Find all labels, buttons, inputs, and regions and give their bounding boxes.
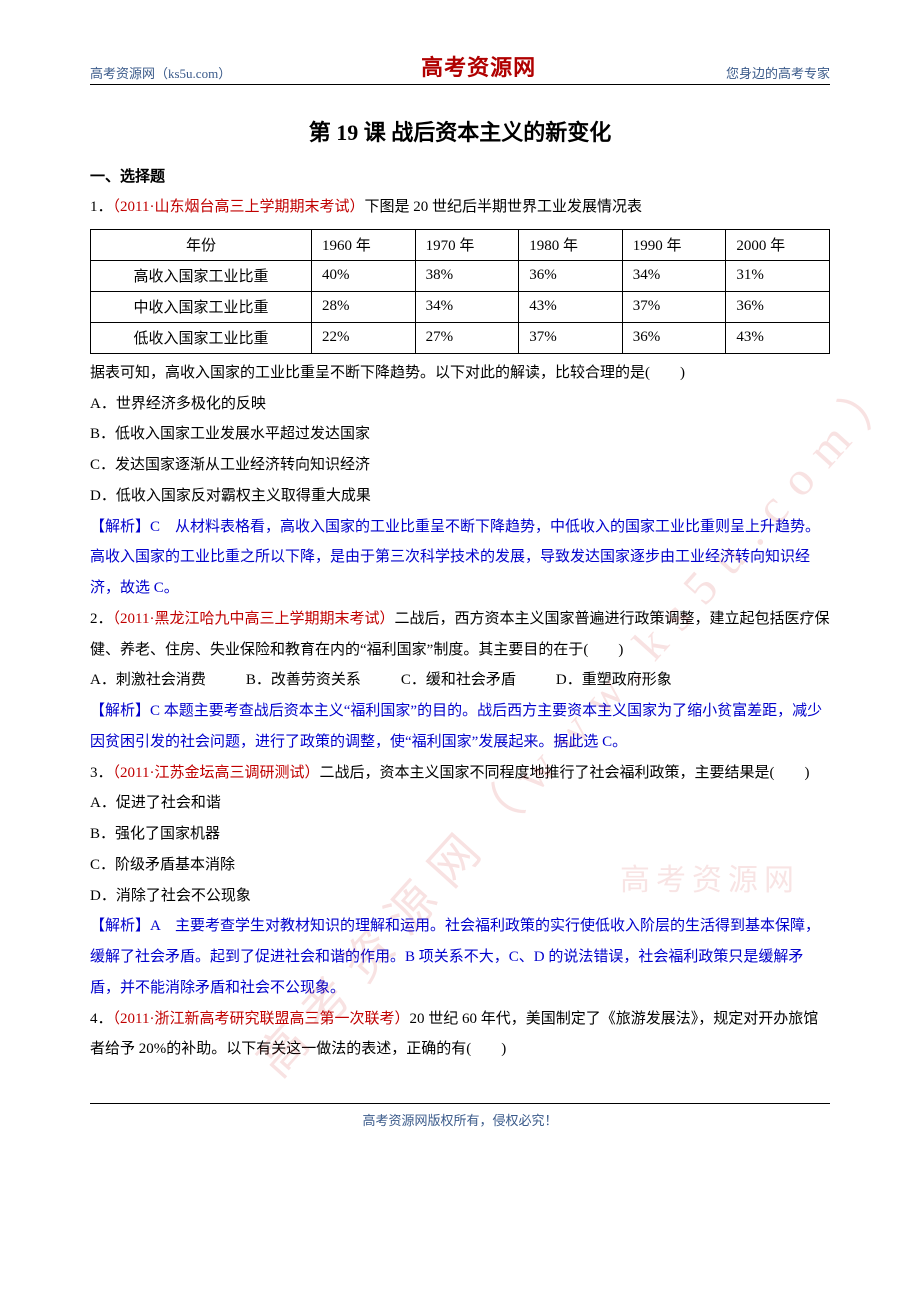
page-footer: 高考资源网版权所有，侵权必究！ [90, 1103, 830, 1129]
q2-option-d: D．重塑政府形象 [556, 665, 672, 696]
q4-source: （2011·浙江新高考研究联盟高三第一次联考） [113, 1011, 410, 1027]
q2-option-c: C．缓和社会矛盾 [401, 665, 516, 696]
q2-source: （2011·黑龙江哈九中高三上学期期末考试） [113, 611, 395, 627]
table-cell: 36% [726, 291, 830, 322]
q3-stem: 二战后，资本主义国家不同程度地推行了社会福利政策，主要结果是( ) [319, 765, 809, 781]
table-cell: 22% [312, 322, 416, 353]
table-cell: 1990 年 [622, 229, 726, 260]
q1-stem: 下图是 20 世纪后半期世界工业发展情况表 [364, 199, 642, 215]
q1-option-a: A．世界经济多极化的反映 [90, 389, 830, 420]
q1-table: 年份 1960 年 1970 年 1980 年 1990 年 2000 年 高收… [90, 229, 830, 354]
table-cell: 低收入国家工业比重 [91, 322, 312, 353]
table-cell: 37% [622, 291, 726, 322]
table-cell: 27% [415, 322, 519, 353]
table-cell: 年份 [91, 229, 312, 260]
q2-options: A．刺激社会消费 B．改善劳资关系 C．缓和社会矛盾 D．重塑政府形象 [90, 665, 830, 696]
q1-option-b: B．低收入国家工业发展水平超过发达国家 [90, 419, 830, 450]
q3-number: 3． [90, 765, 113, 781]
table-cell: 38% [415, 260, 519, 291]
q4-number: 4． [90, 1011, 113, 1027]
q3-option-d: D．消除了社会不公现象 [90, 881, 830, 912]
q2-option-a: A．刺激社会消费 [90, 665, 206, 696]
question-3: 3．（2011·江苏金坛高三调研测试）二战后，资本主义国家不同程度地推行了社会福… [90, 758, 830, 789]
q1-option-c: C．发达国家逐渐从工业经济转向知识经济 [90, 450, 830, 481]
q1-post-table: 据表可知，高收入国家的工业比重呈不断下降趋势。以下对此的解读，比较合理的是( ) [90, 358, 830, 389]
table-cell: 36% [622, 322, 726, 353]
question-2: 2．（2011·黑龙江哈九中高三上学期期末考试）二战后，西方资本主义国家普遍进行… [90, 604, 830, 666]
table-cell: 1960 年 [312, 229, 416, 260]
table-row: 年份 1960 年 1970 年 1980 年 1990 年 2000 年 [91, 229, 830, 260]
table-cell: 中收入国家工业比重 [91, 291, 312, 322]
table-cell: 1970 年 [415, 229, 519, 260]
table-cell: 1980 年 [519, 229, 623, 260]
table-cell: 高收入国家工业比重 [91, 260, 312, 291]
q2-explanation: 【解析】C 本题主要考查战后资本主义“福利国家”的目的。战后西方主要资本主义国家… [90, 696, 830, 758]
q3-option-c: C．阶级矛盾基本消除 [90, 850, 830, 881]
page: 高考资源网（www.ks5u.com） 高考资源网 高考资源网（ks5u.com… [0, 0, 920, 1169]
q3-explanation: 【解析】A 主要考查学生对教材知识的理解和运用。社会福利政策的实行使低收入阶层的… [90, 911, 830, 1003]
table-cell: 40% [312, 260, 416, 291]
header-left: 高考资源网（ks5u.com） [90, 63, 231, 82]
q3-option-a: A．促进了社会和谐 [90, 788, 830, 819]
table-cell: 34% [622, 260, 726, 291]
q2-option-b: B．改善劳资关系 [246, 665, 361, 696]
q2-number: 2． [90, 611, 113, 627]
q1-number: 1． [90, 199, 113, 215]
table-row: 高收入国家工业比重 40% 38% 36% 34% 31% [91, 260, 830, 291]
q1-explanation: 【解析】C 从材料表格看，高收入国家的工业比重呈不断下降趋势，中低收入的国家工业… [90, 512, 830, 604]
table-cell: 43% [519, 291, 623, 322]
table-cell: 36% [519, 260, 623, 291]
lesson-title: 第 19 课 战后资本主义的新变化 [90, 115, 830, 147]
q1-source: （2011·山东烟台高三上学期期末考试） [113, 199, 365, 215]
table-row: 中收入国家工业比重 28% 34% 43% 37% 36% [91, 291, 830, 322]
table-cell: 37% [519, 322, 623, 353]
page-header: 高考资源网（ks5u.com） 高考资源网 您身边的高考专家 [90, 50, 830, 85]
table-cell: 28% [312, 291, 416, 322]
q3-option-b: B．强化了国家机器 [90, 819, 830, 850]
question-4: 4．（2011·浙江新高考研究联盟高三第一次联考）20 世纪 60 年代，美国制… [90, 1004, 830, 1066]
table-cell: 34% [415, 291, 519, 322]
table-row: 低收入国家工业比重 22% 27% 37% 36% 43% [91, 322, 830, 353]
question-1: 1．（2011·山东烟台高三上学期期末考试）下图是 20 世纪后半期世界工业发展… [90, 192, 830, 223]
table-cell: 2000 年 [726, 229, 830, 260]
table-cell: 43% [726, 322, 830, 353]
table-cell: 31% [726, 260, 830, 291]
q3-source: （2011·江苏金坛高三调研测试） [113, 765, 320, 781]
header-center-logo: 高考资源网 [421, 50, 536, 82]
q1-option-d: D．低收入国家反对霸权主义取得重大成果 [90, 481, 830, 512]
header-right: 您身边的高考专家 [726, 63, 830, 82]
section-heading: 一、选择题 [90, 165, 830, 186]
